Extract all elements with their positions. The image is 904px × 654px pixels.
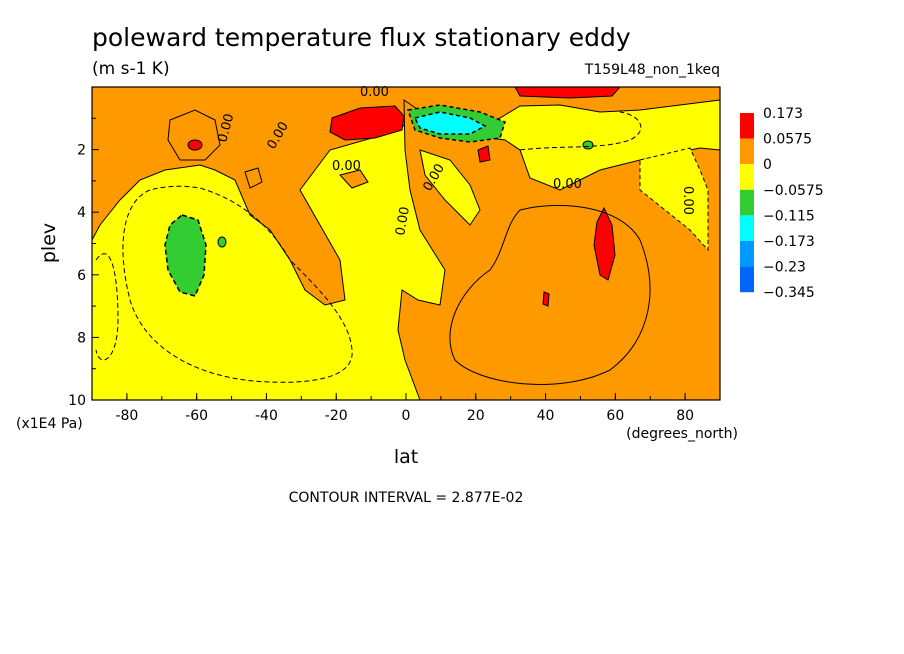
y-tick-label: 10 [68,393,86,409]
x-tick-label: 20 [467,408,485,424]
region-north-positive [397,99,720,400]
legend-swatch [740,241,754,267]
y-tick-label: 2 [77,143,86,159]
region-max-south [329,105,405,141]
contour-dashed-south [122,185,353,383]
legend-swatch [740,138,754,165]
legend-swatch [740,189,754,216]
contour-interval: CONTOUR INTERVAL = 2.877E-02 [289,490,524,506]
region-small-min-1 [217,236,227,248]
region-small-min-2 [582,140,594,150]
units-label: (m s-1 K) [92,59,170,79]
region-max-top [514,87,621,99]
legend-level-label: −0.345 [763,285,815,301]
region-south-upper-positive [92,87,720,306]
x-tick-label: 0 [402,408,411,424]
region-yellow-pocket-mid [419,149,481,226]
region-south-lobe [167,109,221,161]
legend-level-label: 0 [763,157,772,173]
contour-label: 0.00 [680,186,695,215]
legend-level-label: −0.0575 [763,183,824,199]
legend-swatch [740,266,754,293]
legend-swatch [740,113,754,139]
region-small-max-40n [542,291,550,307]
legend-level-label: 0.0575 [763,132,812,148]
x-axis: -80 -60 -40 -20 0 20 40 60 80 [91,393,721,424]
y-axis-units: (x1E4 Pa) [16,416,83,432]
contour-label: 0.00 [553,177,582,192]
contour-label: 0.00 [360,85,389,100]
x-tick-label: -20 [325,408,348,424]
contour-label: 0.00 [332,159,361,174]
y-tick-label: 8 [77,330,86,346]
region-north-yellow-pocket [639,147,709,252]
x-axis-units: (degrees_north) [626,426,738,442]
contour-dashed-far-south [95,253,119,361]
region-orange-island-1 [244,167,263,189]
region-min-south [164,214,207,297]
legend-swatch [740,215,754,241]
y-axis: 2 4 6 8 10 [68,117,99,409]
region-small-max-20n [477,145,491,163]
legend-level-label: −0.115 [763,208,815,224]
legend-level-label: −0.23 [763,260,806,276]
color-legend: 0.173 0.0575 0 −0.0575 −0.115 −0.173 −0.23 −0.3… [740,106,824,301]
run-label: T159L48_non_1keq [584,62,720,78]
x-tick-label: -60 [185,408,208,424]
region-min-cyan [413,111,487,135]
region-max-north [593,206,616,281]
y-tick-label: 6 [77,268,86,284]
y-tick-label: 4 [77,205,86,221]
x-tick-label: 80 [676,408,694,424]
x-tick-label: 60 [606,408,624,424]
chart-title: poleward temperature flux stationary edd… [92,23,631,52]
contour-label: 0.00 [393,206,413,237]
contour-label: 0.00 [215,112,237,144]
region-small-max-60s [187,139,203,151]
plot-area [92,87,720,400]
region-orange-island-2 [339,169,369,189]
y-axis-title: plev [38,223,60,263]
legend-swatch [740,164,754,190]
contour-solid-north [449,205,651,385]
contour-dashed-north-upper [519,111,642,151]
x-tick-label: -80 [115,408,138,424]
legend-level-label: −0.173 [763,234,815,250]
x-tick-label: 40 [537,408,555,424]
x-axis-title: lat [394,446,418,468]
x-tick-label: -40 [255,408,278,424]
legend-level-label: 0.173 [763,106,803,122]
